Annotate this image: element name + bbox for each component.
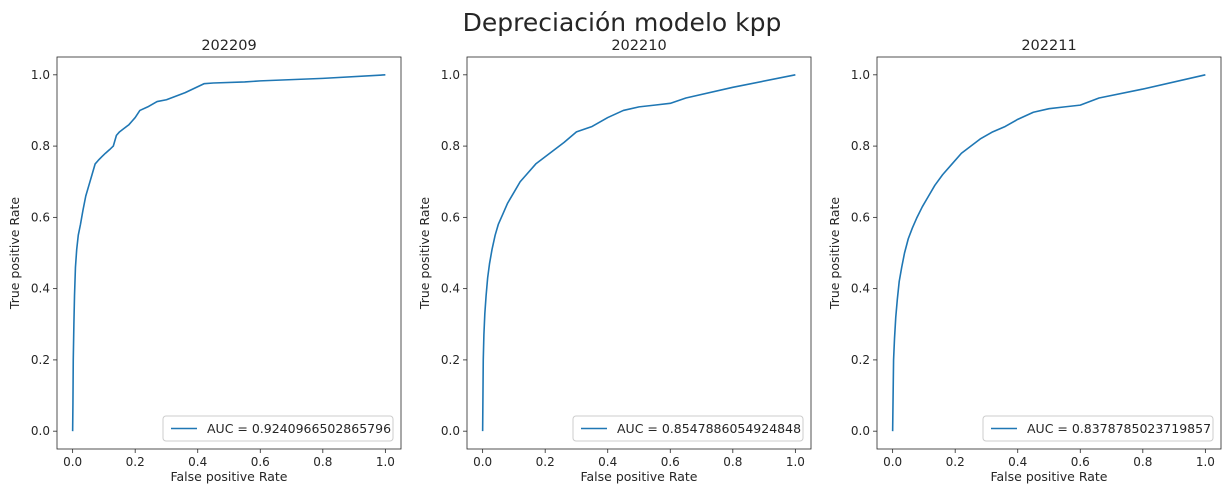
plot-frame [466, 56, 812, 450]
panel-title: 202211 [1021, 38, 1076, 54]
y-tick-label: 0.8 [441, 139, 460, 153]
legend-box [162, 415, 394, 442]
y-tick-label: 1.0 [441, 68, 460, 82]
y-tick-label: 0.0 [31, 424, 50, 438]
x-tick-label: 1.0 [1196, 455, 1215, 469]
legend-box [982, 415, 1214, 442]
chart-panel-202209: 202209 0.0 0.2 0.4 0.6 0.8 1.0 0.0 0.2 0.4 0.6 0.8 1… [7, 38, 402, 484]
x-tick-label: 0.6 [1071, 455, 1090, 469]
x-axis-label: False positive Rate [990, 469, 1107, 484]
y-tick-label: 0.6 [851, 210, 870, 224]
y-tick-label: 0.4 [441, 282, 460, 296]
y-tick-label: 0.2 [441, 353, 460, 367]
x-tick-label: 0.2 [536, 455, 555, 469]
y-tick-label: 0.2 [851, 353, 870, 367]
x-tick-label: 0.4 [598, 455, 617, 469]
x-tick-label: 0.8 [313, 455, 332, 469]
y-tick-label: 0.6 [31, 210, 50, 224]
x-tick-label: 1.0 [376, 455, 395, 469]
chart-panel-202210: 202210 0.0 0.2 0.4 0.6 0.8 1.0 0.0 0.2 0.4 0.6 0.8 1… [417, 38, 812, 484]
x-tick-label: 0.6 [661, 455, 680, 469]
roc-curve-line [481, 74, 796, 432]
y-tick-label: 0.0 [441, 424, 460, 438]
figure-suptitle: Depreciación modelo kpp [463, 8, 782, 37]
roc-curve-line [71, 74, 386, 432]
x-axis-label: False positive Rate [580, 469, 697, 484]
y-axis-label: True positive Rate [827, 197, 842, 310]
x-tick-label: 0.8 [723, 455, 742, 469]
chart-panel-202211: 202211 0.0 0.2 0.4 0.6 0.8 1.0 0.0 0.2 0.4 0.6 0.8 1… [827, 38, 1222, 484]
y-tick-label: 0.2 [31, 353, 50, 367]
y-tick-label: 0.8 [851, 139, 870, 153]
y-tick-label: 1.0 [31, 68, 50, 82]
y-tick-label: 0.4 [851, 282, 870, 296]
y-tick-label: 0.4 [31, 282, 50, 296]
legend-entry: AUC = 0.8378785023719857 [1027, 421, 1211, 436]
x-tick-label: 1.0 [786, 455, 805, 469]
legend-entry: AUC = 0.8547886054924848 [617, 421, 801, 436]
x-tick-label: 0.6 [251, 455, 270, 469]
x-tick-label: 0.2 [126, 455, 145, 469]
y-tick-label: 0.0 [851, 424, 870, 438]
x-tick-label: 0.2 [946, 455, 965, 469]
plot-frame [876, 56, 1222, 450]
legend-entry: AUC = 0.9240966502865796 [207, 421, 391, 436]
panel-title: 202210 [611, 38, 666, 54]
panel-title: 202209 [201, 38, 256, 54]
x-tick-label: 0.4 [188, 455, 207, 469]
y-tick-label: 1.0 [851, 68, 870, 82]
y-axis-label: True positive Rate [7, 197, 22, 310]
y-tick-label: 0.6 [441, 210, 460, 224]
x-axis-label: False positive Rate [170, 469, 287, 484]
x-tick-label: 0.8 [1133, 455, 1152, 469]
x-tick-label: 0.0 [883, 455, 902, 469]
plot-frame [56, 56, 402, 450]
roc-curve-line [891, 74, 1206, 432]
x-tick-label: 0.0 [63, 455, 82, 469]
y-axis-label: True positive Rate [417, 197, 432, 310]
y-tick-label: 0.8 [31, 139, 50, 153]
legend-box [572, 415, 804, 442]
x-tick-label: 0.4 [1008, 455, 1027, 469]
x-tick-label: 0.0 [473, 455, 492, 469]
